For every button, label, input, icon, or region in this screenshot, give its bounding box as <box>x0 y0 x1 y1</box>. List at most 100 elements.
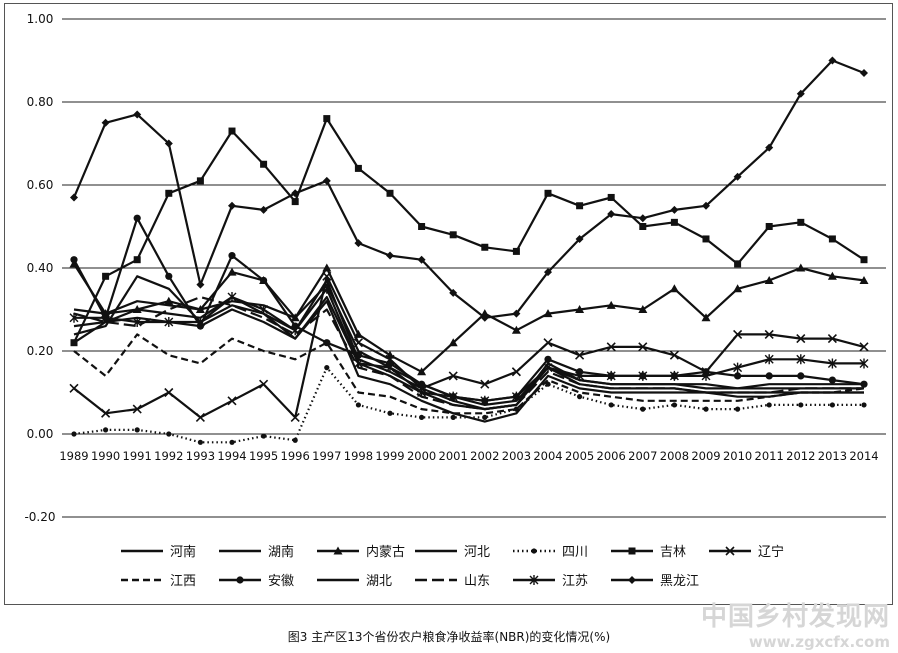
data-point <box>133 256 141 264</box>
data-point <box>703 406 709 412</box>
data-point <box>324 365 330 371</box>
data-point <box>765 143 774 152</box>
x-tick-label: 1993 <box>186 449 215 463</box>
data-point <box>322 176 331 185</box>
data-point <box>860 256 868 264</box>
data-point <box>575 370 585 381</box>
data-point <box>481 243 489 251</box>
data-point <box>511 391 521 402</box>
y-tick-label: 1.00 <box>27 12 54 26</box>
data-point <box>607 210 616 219</box>
series-10 <box>73 283 864 406</box>
data-point <box>419 414 425 420</box>
data-point <box>482 414 488 420</box>
data-point <box>290 412 300 422</box>
legend-item: 江苏 <box>513 573 588 589</box>
legend-item: 吉林 <box>611 545 686 560</box>
legend-label: 辽宁 <box>758 544 784 560</box>
series-12 <box>69 283 869 406</box>
data-point <box>670 205 679 214</box>
data-point <box>829 402 836 408</box>
data-point <box>322 263 332 272</box>
series-line <box>73 263 865 373</box>
x-tick-label: 2003 <box>502 449 531 463</box>
x-tick-label: 1990 <box>91 449 120 463</box>
data-point <box>480 313 489 322</box>
data-point <box>702 235 710 243</box>
legend-item: 河南 <box>121 544 196 560</box>
data-point <box>764 275 774 284</box>
legend-item: 黑龙江 <box>611 574 699 589</box>
data-point <box>323 115 331 123</box>
data-point <box>165 189 173 197</box>
data-point <box>449 288 458 297</box>
legend-marker <box>725 546 735 556</box>
data-point <box>292 437 298 443</box>
data-point <box>827 333 837 344</box>
data-point <box>511 325 521 334</box>
data-point <box>608 402 614 408</box>
legend-label: 安徽 <box>268 574 294 589</box>
data-point <box>417 387 427 398</box>
legend-item: 江西 <box>121 574 196 589</box>
x-tick-label: 2007 <box>628 449 657 463</box>
data-point <box>606 370 616 381</box>
data-point <box>227 396 237 406</box>
data-point <box>227 292 237 303</box>
data-point <box>638 342 648 352</box>
legend-label: 四川 <box>562 545 588 560</box>
legend-marker <box>529 575 539 585</box>
x-tick-label: 1997 <box>312 449 341 463</box>
data-point <box>543 338 553 348</box>
data-point <box>227 267 237 276</box>
data-point <box>260 160 268 168</box>
data-point <box>71 431 77 437</box>
data-point <box>638 305 648 313</box>
data-point <box>669 370 679 381</box>
data-point <box>543 362 553 373</box>
data-point <box>575 234 584 243</box>
data-point <box>166 431 172 437</box>
data-point <box>545 381 551 387</box>
data-point <box>798 402 804 408</box>
x-tick-label: 2010 <box>723 449 752 463</box>
x-tick-label: 1995 <box>249 449 278 463</box>
series-8 <box>73 333 865 415</box>
series-7 <box>69 271 869 422</box>
x-tick-label: 2014 <box>849 449 878 463</box>
series-13 <box>70 56 868 322</box>
legend-label: 内蒙古 <box>366 544 405 560</box>
series-line <box>73 366 864 444</box>
series-line <box>73 275 865 419</box>
data-point <box>132 316 142 327</box>
data-point <box>323 339 331 347</box>
figure-caption: 图3 主产区13个省份农户粮食净收益率(NBR)的变化情况(%) <box>287 630 611 644</box>
data-point <box>861 402 867 408</box>
data-point <box>195 412 205 422</box>
data-point <box>387 410 393 416</box>
data-point <box>290 325 300 336</box>
x-tick-label: 1998 <box>344 449 373 463</box>
data-point <box>228 127 236 135</box>
data-point <box>796 333 806 344</box>
data-point <box>701 370 711 381</box>
data-point <box>828 235 836 243</box>
legend-marker <box>333 546 343 555</box>
legend-label: 湖南 <box>268 544 294 560</box>
data-point <box>69 383 79 393</box>
data-point <box>575 305 585 313</box>
x-tick-label: 1996 <box>281 449 310 463</box>
data-point <box>512 309 521 318</box>
data-point <box>796 89 805 98</box>
data-point <box>860 68 868 77</box>
x-tick-label: 1991 <box>123 449 152 463</box>
data-point <box>734 260 742 268</box>
data-point <box>70 256 78 264</box>
data-point <box>796 354 806 365</box>
data-point <box>102 272 110 280</box>
data-point <box>291 198 299 206</box>
data-point <box>797 218 805 226</box>
data-point <box>386 251 394 260</box>
data-point <box>827 358 837 369</box>
x-tick-label: 1994 <box>217 449 246 463</box>
